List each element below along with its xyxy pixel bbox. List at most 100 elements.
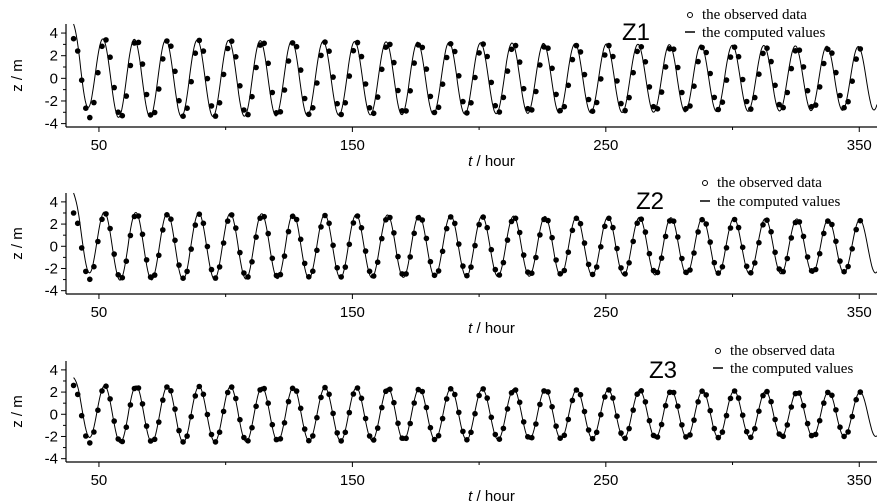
observed-point: [472, 410, 478, 417]
observed-point: [452, 48, 458, 55]
observed-point: [472, 74, 478, 81]
observed-point: [545, 217, 551, 224]
panel-z2: -4 -2 0 2 4 50 150 250 350 t / hour z / m Z2 the obs…: [9, 175, 877, 337]
observed-point: [739, 244, 746, 251]
observed-point: [427, 93, 434, 100]
observed-point: [87, 440, 93, 446]
observed-point: [176, 427, 182, 434]
observed-point: [78, 77, 85, 83]
panel-title: Z1: [622, 19, 650, 46]
observed-point: [220, 240, 227, 246]
observed-point: [472, 242, 478, 249]
observed-point: [164, 384, 170, 390]
observed-point: [164, 38, 170, 44]
observed-point: [634, 48, 640, 55]
observed-point: [233, 54, 239, 60]
observed-point: [156, 86, 162, 92]
y-tick-label: 2: [50, 384, 58, 401]
observed-point: [91, 263, 97, 270]
observed-point: [683, 105, 689, 112]
observed-point: [431, 109, 438, 116]
observed-point: [666, 389, 673, 396]
x-axis-label: t / hour: [468, 488, 515, 501]
observed-point: [699, 44, 705, 51]
observed-point: [293, 388, 300, 394]
observed-point: [338, 438, 345, 444]
observed-point: [480, 41, 487, 47]
observed-point: [780, 433, 786, 440]
observed-point: [277, 436, 284, 442]
observed-point: [237, 83, 243, 89]
x-tick-label: 350: [847, 472, 872, 489]
observed-point: [127, 402, 134, 408]
observed-point: [715, 434, 722, 441]
observed-point: [435, 104, 442, 111]
observed-point: [553, 257, 559, 263]
observed-point: [496, 109, 503, 115]
observed-point: [111, 84, 117, 91]
observed-point: [476, 50, 482, 56]
observed-point: [703, 221, 709, 227]
observed-point: [837, 258, 843, 264]
x-tick-label: 50: [91, 304, 108, 321]
y-tick-label: 4: [50, 362, 58, 379]
observed-point: [662, 233, 669, 240]
observed-point: [338, 111, 345, 118]
observed-point: [241, 107, 247, 113]
observed-point: [606, 215, 612, 222]
observed-point: [160, 227, 166, 233]
observed-point: [281, 87, 288, 93]
observed-point: [598, 76, 604, 82]
observed-point: [573, 215, 580, 222]
x-tick-label: 250: [593, 137, 618, 154]
observed-point: [593, 99, 600, 106]
observed-point: [216, 429, 223, 436]
observed-point: [395, 420, 401, 427]
observed-point: [306, 437, 312, 444]
observed-point: [756, 408, 762, 415]
observed-point: [857, 46, 864, 52]
observed-point: [796, 47, 803, 53]
observed-point: [589, 108, 596, 114]
observed-point: [500, 94, 507, 101]
observed-point: [829, 392, 835, 399]
observed-point: [512, 215, 519, 222]
observed-point: [366, 105, 373, 111]
observed-point: [435, 432, 442, 439]
x-tick-label: 150: [340, 472, 365, 489]
observed-point: [581, 408, 588, 415]
observed-point: [143, 423, 150, 429]
observed-point: [565, 82, 572, 89]
observed-point: [727, 54, 734, 60]
observed-point: [431, 272, 438, 279]
observed-point: [727, 395, 734, 402]
observed-point: [703, 392, 709, 398]
observed-point: [83, 433, 89, 439]
observed-point: [602, 52, 608, 58]
legend-label-computed: the computed values: [702, 25, 825, 41]
observed-point: [212, 439, 219, 445]
observed-point: [224, 389, 231, 396]
observed-point: [837, 92, 843, 99]
observed-point: [464, 110, 470, 116]
observed-point: [739, 76, 746, 83]
observed-point: [362, 81, 369, 87]
observed-point: [301, 426, 308, 432]
observed-point: [593, 429, 600, 436]
observed-point: [821, 60, 827, 67]
observed-point: [654, 434, 661, 440]
observed-point: [772, 82, 778, 89]
observed-point: [143, 91, 150, 98]
observed-point: [285, 398, 292, 405]
observed-point: [464, 437, 470, 443]
observed-point: [314, 247, 320, 254]
observed-point: [212, 275, 219, 281]
observed-point: [245, 111, 251, 118]
observed-point: [176, 97, 182, 104]
observed-point: [237, 416, 243, 423]
observed-point: [549, 404, 555, 410]
observed-point: [731, 388, 738, 394]
observed-point: [800, 64, 807, 70]
observed-point: [184, 433, 190, 439]
observed-point: [581, 240, 588, 246]
